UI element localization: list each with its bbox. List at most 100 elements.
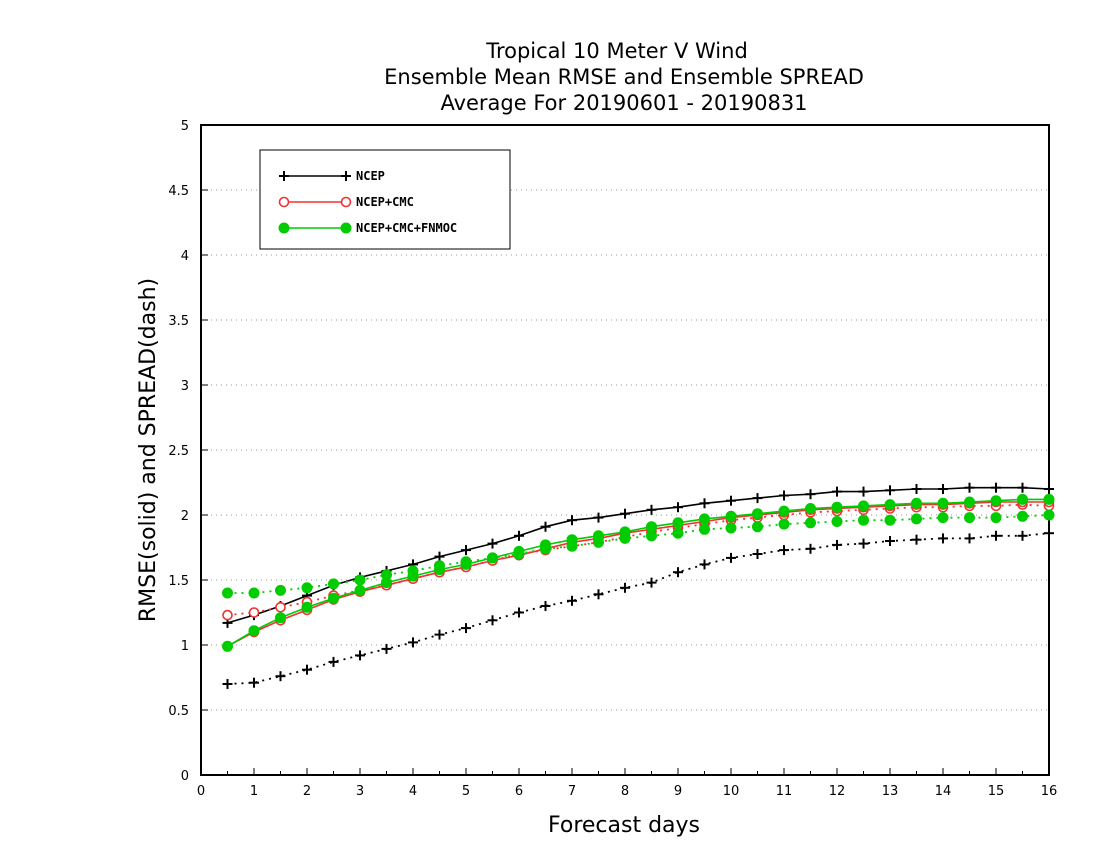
series-ncep-cmc-fnmoc-spread-point xyxy=(301,582,313,594)
series-ncep-cmc-fnmoc-rmse-point xyxy=(540,539,551,551)
series-ncep-cmc-rmse xyxy=(222,496,1055,652)
x-tick-label: 2 xyxy=(303,784,311,799)
series-ncep-cmc-fnmoc-spread-line xyxy=(227,514,1050,594)
legend-box xyxy=(259,149,511,250)
series-layer xyxy=(222,482,1055,689)
x-tick-label: 16 xyxy=(1041,784,1058,799)
series-ncep-spread-point xyxy=(779,545,789,556)
series-ncep-cmc-fnmoc-rmse-point xyxy=(990,495,1002,507)
series-ncep-cmc-fnmoc-spread-point xyxy=(672,527,684,539)
series-ncep-spread-point xyxy=(620,582,630,593)
series-ncep-cmc-spread-line xyxy=(227,503,1050,616)
series-ncep-cmc-fnmoc-spread-point xyxy=(964,512,975,524)
gridlines xyxy=(201,189,1049,711)
series-ncep-rmse-point xyxy=(514,530,524,541)
series-ncep-cmc-fnmoc-rmse-point xyxy=(911,497,922,509)
series-ncep-spread-point xyxy=(461,623,471,634)
x-tick-label: 5 xyxy=(462,784,470,799)
series-ncep-rmse-point xyxy=(911,484,922,494)
series-ncep-cmc-fnmoc-rmse-point xyxy=(513,545,525,557)
x-tick-label: 15 xyxy=(988,784,1005,799)
series-ncep-rmse-point xyxy=(434,551,445,562)
series-ncep-rmse-point xyxy=(779,490,789,501)
series-ncep-spread-point xyxy=(832,539,842,550)
series-ncep-cmc-fnmoc-rmse-point xyxy=(1043,493,1055,505)
series-ncep-cmc-fnmoc-rmse-point xyxy=(434,564,445,576)
series-ncep-cmc-fnmoc-rmse-point xyxy=(275,612,286,624)
series-ncep-rmse-point xyxy=(540,521,551,532)
series-ncep-spread-point xyxy=(434,629,445,640)
series-ncep-cmc-fnmoc-spread-point xyxy=(858,514,869,526)
series-ncep-rmse-point xyxy=(620,508,630,519)
y-tick-label: 4 xyxy=(181,249,189,264)
y-axis-title: RMSE(solid) and SPREAD(dash) xyxy=(136,278,161,622)
series-ncep-cmc-fnmoc-spread-point xyxy=(354,574,366,586)
series-ncep-cmc-fnmoc-spread-point xyxy=(699,523,710,535)
series-ncep-cmc-fnmoc-rmse-point xyxy=(858,500,869,512)
x-tick-label: 1 xyxy=(250,784,258,799)
y-tick-label: 1.5 xyxy=(168,574,189,589)
series-ncep-rmse-point xyxy=(1044,484,1054,494)
series-ncep-spread-point xyxy=(858,538,869,549)
series-ncep-spread-point xyxy=(328,656,339,667)
series-ncep-rmse-point xyxy=(832,486,842,497)
series-ncep-cmc-fnmoc-spread-point xyxy=(805,517,816,529)
series-ncep-cmc-fnmoc-spread-point xyxy=(990,512,1002,524)
x-tick-label: 7 xyxy=(568,784,576,799)
series-ncep-cmc-fnmoc-rmse-point xyxy=(354,584,366,596)
series-ncep-spread-point xyxy=(673,567,683,578)
series-ncep-spread-point xyxy=(408,637,418,648)
series-ncep-cmc-fnmoc-spread-point xyxy=(911,513,922,525)
x-axis-ticks: 0 1 2 3 4 5 6 7 8 9 10 11 12 13 14 15 16 xyxy=(197,768,1057,799)
series-ncep-rmse-point xyxy=(858,486,869,497)
series-ncep-cmc-spread-point xyxy=(275,601,286,613)
series-ncep-cmc-spread xyxy=(222,499,1055,621)
series-ncep-spread-point xyxy=(752,549,763,559)
series-ncep-cmc-fnmoc-spread-point xyxy=(248,587,260,599)
series-ncep-cmc-fnmoc-rmse-point xyxy=(222,640,233,652)
y-tick-label: 3.5 xyxy=(168,314,189,329)
series-ncep-spread-line xyxy=(227,532,1050,685)
chart-title-group: Tropical 10 Meter V Wind Ensemble Mean R… xyxy=(384,39,864,115)
legend-item-ncep: NCEP xyxy=(279,169,385,183)
series-ncep-cmc-fnmoc-spread-point xyxy=(1017,510,1028,522)
legend-item-ncep-cmc: NCEP+CMC xyxy=(278,195,414,209)
series-ncep-rmse-point xyxy=(752,493,763,504)
series-ncep-cmc-fnmoc-rmse-point xyxy=(301,601,313,613)
series-ncep-spread-point xyxy=(885,536,895,546)
series-ncep-spread-point xyxy=(964,533,975,544)
series-ncep-cmc-fnmoc-rmse-point xyxy=(593,530,604,542)
series-ncep-spread-point xyxy=(938,533,948,544)
x-tick-label: 6 xyxy=(515,784,523,799)
series-ncep-cmc-fnmoc-spread xyxy=(222,509,1055,599)
series-ncep-rmse-point xyxy=(673,502,683,513)
series-ncep-cmc-fnmoc-spread-point xyxy=(831,516,843,527)
y-tick-label: 0 xyxy=(181,769,189,784)
series-ncep-rmse-point xyxy=(964,482,975,493)
x-tick-label: 11 xyxy=(776,784,793,799)
series-ncep-cmc-spread-point xyxy=(248,607,260,618)
series-ncep-cmc-fnmoc-rmse xyxy=(222,493,1055,652)
series-ncep-cmc-fnmoc-spread-point xyxy=(937,512,949,524)
series-ncep-cmc-fnmoc-spread-point xyxy=(752,521,763,533)
series-ncep-cmc-fnmoc-rmse-point xyxy=(1017,493,1028,505)
x-tick-label: 10 xyxy=(723,784,740,799)
series-ncep-cmc-fnmoc-rmse-point xyxy=(831,501,843,513)
series-ncep-cmc-fnmoc-rmse-point xyxy=(407,570,419,582)
x-tick-label: 14 xyxy=(935,784,952,799)
series-ncep-spread xyxy=(222,528,1054,689)
series-ncep-cmc-fnmoc-rmse-point xyxy=(699,513,710,525)
series-ncep-cmc-fnmoc-rmse-point xyxy=(460,558,472,570)
series-ncep-rmse-point xyxy=(805,489,816,500)
y-axis-ticks: 0 0.5 1 1.5 2 2.5 3 3.5 4 4.5 5 xyxy=(168,119,208,784)
chart-title-line-3: Average For 20190601 - 20190831 xyxy=(440,91,807,115)
legend-item-ncep-cmc-fnmoc: NCEP+CMC+FNMOC xyxy=(278,221,457,235)
series-ncep-spread-point xyxy=(805,543,816,554)
series-ncep-cmc-fnmoc-rmse-point xyxy=(778,505,790,517)
series-ncep-rmse-point xyxy=(885,485,895,496)
series-ncep-cmc-fnmoc-spread-point xyxy=(646,530,657,542)
series-ncep-cmc-fnmoc-spread-point xyxy=(725,522,737,534)
series-ncep-spread-point xyxy=(911,534,922,545)
series-ncep-spread-point xyxy=(991,530,1001,541)
series-ncep-cmc-fnmoc-rmse-point xyxy=(884,499,896,511)
